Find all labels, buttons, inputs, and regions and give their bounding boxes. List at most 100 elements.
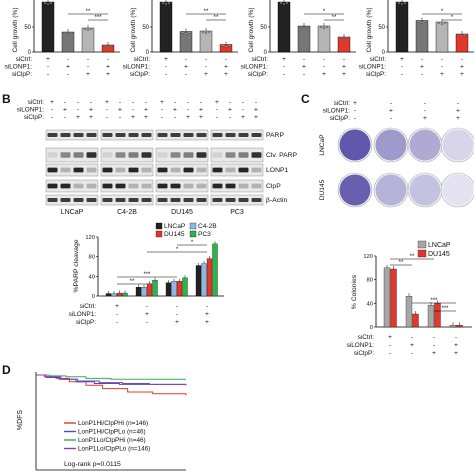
data-dot — [282, 2, 286, 6]
legend-swatch — [189, 230, 197, 238]
bar — [116, 292, 123, 297]
blot-band — [60, 198, 71, 202]
blot-band — [73, 167, 84, 173]
blot-band — [238, 167, 249, 173]
blot-band — [157, 183, 168, 189]
blot-band — [102, 133, 113, 137]
blot-band — [212, 183, 223, 189]
colony-sign: + — [353, 100, 357, 107]
treatment-label-silonp1: siLONP1: — [17, 107, 45, 114]
y-axis-label: Cell growth (%) — [248, 7, 255, 52]
y-tick-label: 80 — [367, 278, 373, 284]
bar — [212, 243, 218, 297]
colony-sign: + — [389, 108, 393, 115]
western-sign: + — [199, 107, 203, 114]
blot-band — [60, 152, 71, 158]
colony-chart-sign: + — [432, 350, 436, 357]
parp-sign: + — [175, 319, 179, 326]
top-sign: + — [302, 64, 306, 71]
blot-band — [183, 167, 194, 173]
blot-band — [102, 152, 113, 158]
treatment-label-sictrl: siCtrl: — [358, 334, 375, 341]
culture-plate — [440, 172, 474, 208]
western-sign: - — [187, 107, 189, 114]
legend-swatch — [417, 240, 427, 249]
blot-band — [183, 198, 194, 202]
y-axis-label: Cell growth (%) — [12, 7, 19, 52]
blot-strip — [100, 179, 154, 193]
western-sign: + — [173, 107, 177, 114]
blot-band — [86, 133, 97, 137]
data-dot — [423, 20, 427, 23]
parp-sign: - — [146, 303, 148, 310]
western-sign: + — [118, 107, 122, 114]
blot-band — [238, 133, 249, 137]
blot-band — [115, 167, 126, 173]
blot-band — [47, 183, 58, 189]
bar — [395, 1, 409, 53]
y-tick-label: 0 — [28, 50, 32, 56]
blot-band — [86, 183, 97, 189]
y-tick-label: 0 — [146, 50, 150, 56]
y-tick-label: 50 — [24, 25, 31, 31]
blot-row-label: Clv. PARP — [266, 152, 298, 159]
blot-strip — [155, 147, 209, 163]
top-sign: + — [164, 56, 168, 63]
blot-band — [141, 133, 152, 137]
significance-label: * — [441, 9, 444, 15]
blot-band — [170, 183, 181, 189]
legend-swatch — [155, 230, 163, 238]
data-dot — [345, 36, 349, 40]
blot-band — [251, 198, 262, 202]
bar — [317, 25, 331, 53]
y-tick-label: 40 — [367, 301, 373, 307]
blot-strip — [45, 194, 99, 206]
blot-band — [212, 133, 223, 137]
data-dot — [184, 32, 188, 35]
data-dot — [322, 26, 326, 30]
data-dot — [420, 21, 424, 24]
blot-band — [73, 198, 84, 202]
significance-label: ** — [399, 260, 404, 266]
blot-strip — [100, 147, 154, 163]
treatment-label-siclpp: siClpP: — [354, 350, 374, 357]
y-axis-label: Cell growth (%) — [130, 7, 137, 52]
data-dot — [49, 1, 53, 5]
data-dot — [279, 1, 283, 5]
colony-stain — [375, 174, 407, 206]
data-dot — [161, 1, 165, 5]
western-sign: + — [228, 107, 232, 114]
western-sign: - — [119, 99, 121, 106]
colony-chart-sign: + — [388, 334, 392, 341]
bar — [152, 280, 158, 297]
blot-band — [47, 133, 58, 137]
treatment-label-silonp1: siLONP1: — [323, 108, 351, 115]
parp-sign: - — [176, 303, 178, 310]
significance-label: ** — [332, 15, 337, 21]
bar — [146, 283, 153, 297]
bar — [41, 1, 55, 53]
treatment-label-sictrl: siCtrl: — [16, 56, 33, 63]
colony-sign: + — [423, 115, 427, 122]
blot-band — [170, 133, 181, 137]
blot-band — [157, 152, 168, 158]
legend-label: LonP1Lo/ClpPLo (n=146) — [78, 446, 150, 453]
treatment-label-siclpp: siClpP: — [130, 71, 150, 78]
significance-label: *** — [430, 298, 438, 304]
bar — [297, 25, 311, 53]
colony-stain — [375, 129, 407, 161]
top-sign: - — [47, 64, 49, 71]
survival-curve — [36, 374, 186, 380]
top-sign: + — [224, 71, 228, 78]
blot-band — [141, 167, 152, 173]
top-sign: - — [225, 56, 227, 63]
data-dot — [201, 30, 205, 34]
blot-band — [60, 183, 71, 189]
blot-row-label: β-Actin — [266, 197, 288, 204]
top-sign: - — [303, 71, 305, 78]
cell-growth-chart: Cell growth (%)050****siCtrl: + - - -siLONP1… — [123, 0, 238, 78]
top-sign: + — [420, 64, 424, 71]
bar — [171, 281, 177, 297]
western-sign: + — [241, 114, 245, 121]
